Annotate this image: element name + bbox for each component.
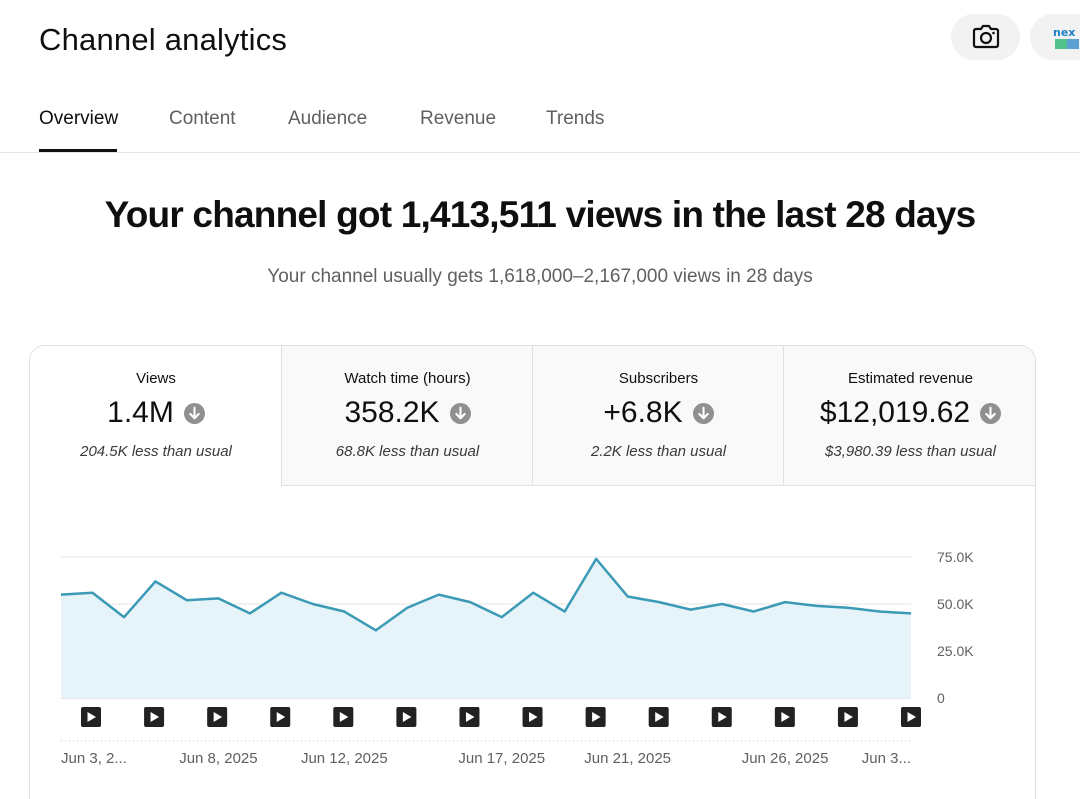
header: Channel analytics nex bbox=[0, 0, 1080, 84]
play-icon bbox=[213, 712, 223, 722]
metric-note: $3,980.39 less than usual bbox=[825, 443, 996, 460]
play-icon bbox=[87, 712, 96, 722]
arrow-down-circle-icon bbox=[183, 402, 205, 424]
play-icon bbox=[402, 712, 412, 722]
summary-headline: Your channel got 1,413,511 views in the … bbox=[104, 194, 977, 235]
metric-tab-estimated-revenue[interactable]: Estimated revenue $12,019.62 $3,980.39 l… bbox=[783, 346, 1035, 486]
x-tick-label: Jun 21, 2025 bbox=[584, 750, 671, 767]
avatar: nex bbox=[1053, 26, 1079, 49]
metric-tab-views[interactable]: Views 1.4M 204.5K less than usual bbox=[30, 346, 282, 486]
metric-value: +6.8K bbox=[603, 396, 683, 429]
svg-text:nex: nex bbox=[1053, 26, 1075, 39]
metric-value: 1.4M bbox=[107, 396, 174, 429]
metric-label: Views bbox=[136, 370, 176, 387]
play-icon bbox=[592, 712, 601, 722]
series-area bbox=[61, 558, 911, 698]
avatar-button[interactable]: nex bbox=[1030, 14, 1080, 60]
tab-content[interactable]: Content bbox=[169, 108, 236, 129]
metric-value: 358.2K bbox=[344, 396, 440, 429]
play-icon bbox=[150, 712, 160, 722]
x-tick-label: Jun 3... bbox=[862, 750, 911, 767]
play-icon bbox=[907, 712, 916, 722]
metric-value: $12,019.62 bbox=[819, 396, 971, 429]
metric-note: 68.8K less than usual bbox=[335, 443, 480, 460]
play-icon bbox=[655, 712, 664, 722]
metric-note: 2.2K less than usual bbox=[590, 443, 727, 460]
y-tick-label: 0 bbox=[937, 690, 945, 706]
metric-label: Watch time (hours) bbox=[344, 370, 471, 387]
y-tick-label: 25.0K bbox=[937, 643, 974, 659]
play-icon bbox=[465, 712, 475, 722]
metric-tab-subscribers[interactable]: Subscribers +6.8K 2.2K less than usual bbox=[532, 346, 784, 486]
metric-label: Estimated revenue bbox=[847, 370, 974, 387]
tab-bar: Overview Content Audience Revenue Trends bbox=[0, 96, 1080, 153]
tab-revenue[interactable]: Revenue bbox=[420, 108, 497, 129]
x-tick-label: Jun 17, 2025 bbox=[458, 750, 545, 767]
y-tick-label: 75.0K bbox=[937, 549, 974, 565]
active-tab-indicator bbox=[39, 149, 117, 152]
arrow-down-circle-icon bbox=[692, 402, 714, 424]
play-icon bbox=[781, 712, 790, 722]
page-title: Channel analytics bbox=[39, 22, 288, 57]
tab-trends[interactable]: Trends bbox=[546, 108, 605, 129]
tab-audience[interactable]: Audience bbox=[288, 108, 368, 129]
metric-note: 204.5K less than usual bbox=[80, 443, 232, 460]
camera-icon bbox=[972, 24, 999, 49]
play-icon bbox=[718, 712, 727, 722]
x-tick-label: Jun 8, 2025 bbox=[179, 750, 257, 767]
play-icon bbox=[276, 712, 286, 722]
series-line bbox=[60, 557, 912, 632]
metric-label: Subscribers bbox=[618, 370, 699, 387]
y-tick-label: 50.0K bbox=[937, 596, 974, 612]
camera-button[interactable] bbox=[951, 14, 1020, 60]
play-icon bbox=[339, 712, 349, 722]
play-icon bbox=[529, 712, 538, 722]
arrow-down-circle-icon bbox=[449, 402, 471, 424]
arrow-down-circle-icon bbox=[980, 402, 1002, 424]
metric-tab-watch-time[interactable]: Watch time (hours) 358.2K 68.8K less tha… bbox=[281, 346, 533, 486]
summary-subline: Your channel usually gets 1,618,000–2,16… bbox=[267, 266, 813, 287]
play-icon bbox=[844, 712, 853, 722]
x-tick-label: Jun 3, 2... bbox=[61, 750, 127, 767]
x-tick-label: Jun 26, 2025 bbox=[742, 750, 829, 767]
tab-overview[interactable]: Overview bbox=[39, 108, 119, 129]
x-tick-label: Jun 12, 2025 bbox=[301, 750, 388, 767]
